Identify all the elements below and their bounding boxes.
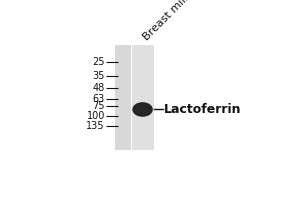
Ellipse shape [132, 102, 153, 117]
Text: 135: 135 [86, 121, 105, 131]
Text: 63: 63 [93, 94, 105, 104]
Text: 75: 75 [92, 101, 105, 111]
Text: 100: 100 [87, 111, 105, 121]
Ellipse shape [135, 108, 150, 114]
Bar [116, 45, 130, 150]
Bar [132, 45, 154, 150]
Text: 35: 35 [92, 71, 105, 81]
Text: 48: 48 [93, 83, 105, 93]
Text: Breast milk: Breast milk [141, 0, 193, 42]
Text: 25: 25 [92, 57, 105, 67]
Text: Lactoferrin: Lactoferrin [164, 103, 242, 116]
